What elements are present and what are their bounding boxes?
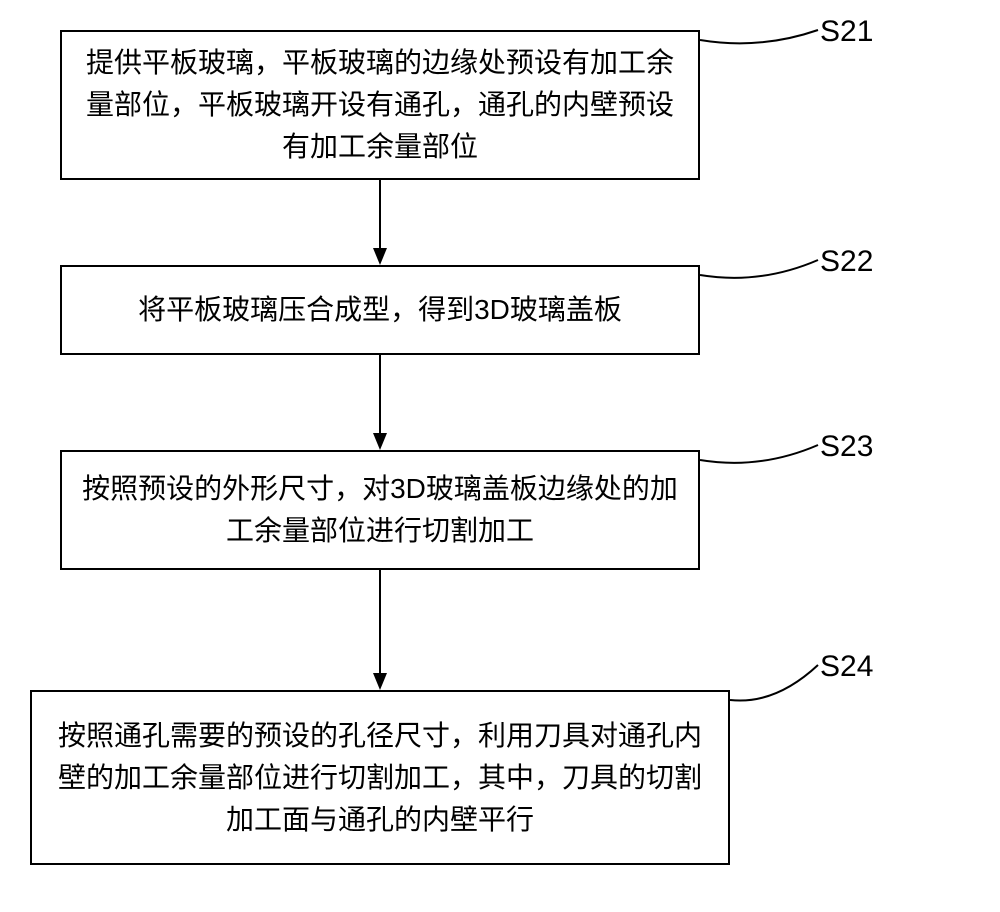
node-label-s24: S24	[820, 650, 873, 684]
node-text-s22: 将平板玻璃压合成型，得到3D玻璃盖板	[138, 289, 622, 331]
node-label-s23: S23	[820, 430, 873, 464]
node-label-s21: S21	[820, 15, 873, 49]
label-curve-s23	[700, 435, 820, 475]
arrow-s22-s23	[370, 355, 390, 450]
arrow-s21-s22	[370, 180, 390, 265]
label-curve-s24	[730, 650, 820, 710]
flowchart-container: 提供平板玻璃，平板玻璃的边缘处预设有加工余量部位，平板玻璃开设有通孔，通孔的内壁…	[0, 0, 1000, 912]
node-text-s24: 按照通孔需要的预设的孔径尺寸，利用刀具对通孔内壁的加工余量部位进行切割加工，其中…	[52, 715, 708, 841]
flowchart-node-s23: 按照预设的外形尺寸，对3D玻璃盖板边缘处的加工余量部位进行切割加工	[60, 450, 700, 570]
flowchart-node-s22: 将平板玻璃压合成型，得到3D玻璃盖板	[60, 265, 700, 355]
node-text-s23: 按照预设的外形尺寸，对3D玻璃盖板边缘处的加工余量部位进行切割加工	[82, 468, 678, 552]
node-text-s21: 提供平板玻璃，平板玻璃的边缘处预设有加工余量部位，平板玻璃开设有通孔，通孔的内壁…	[82, 42, 678, 168]
label-curve-s21	[700, 15, 820, 55]
flowchart-node-s24: 按照通孔需要的预设的孔径尺寸，利用刀具对通孔内壁的加工余量部位进行切割加工，其中…	[30, 690, 730, 865]
flowchart-node-s21: 提供平板玻璃，平板玻璃的边缘处预设有加工余量部位，平板玻璃开设有通孔，通孔的内壁…	[60, 30, 700, 180]
label-curve-s22	[700, 250, 820, 290]
node-label-s22: S22	[820, 245, 873, 279]
arrow-s23-s24	[370, 570, 390, 690]
